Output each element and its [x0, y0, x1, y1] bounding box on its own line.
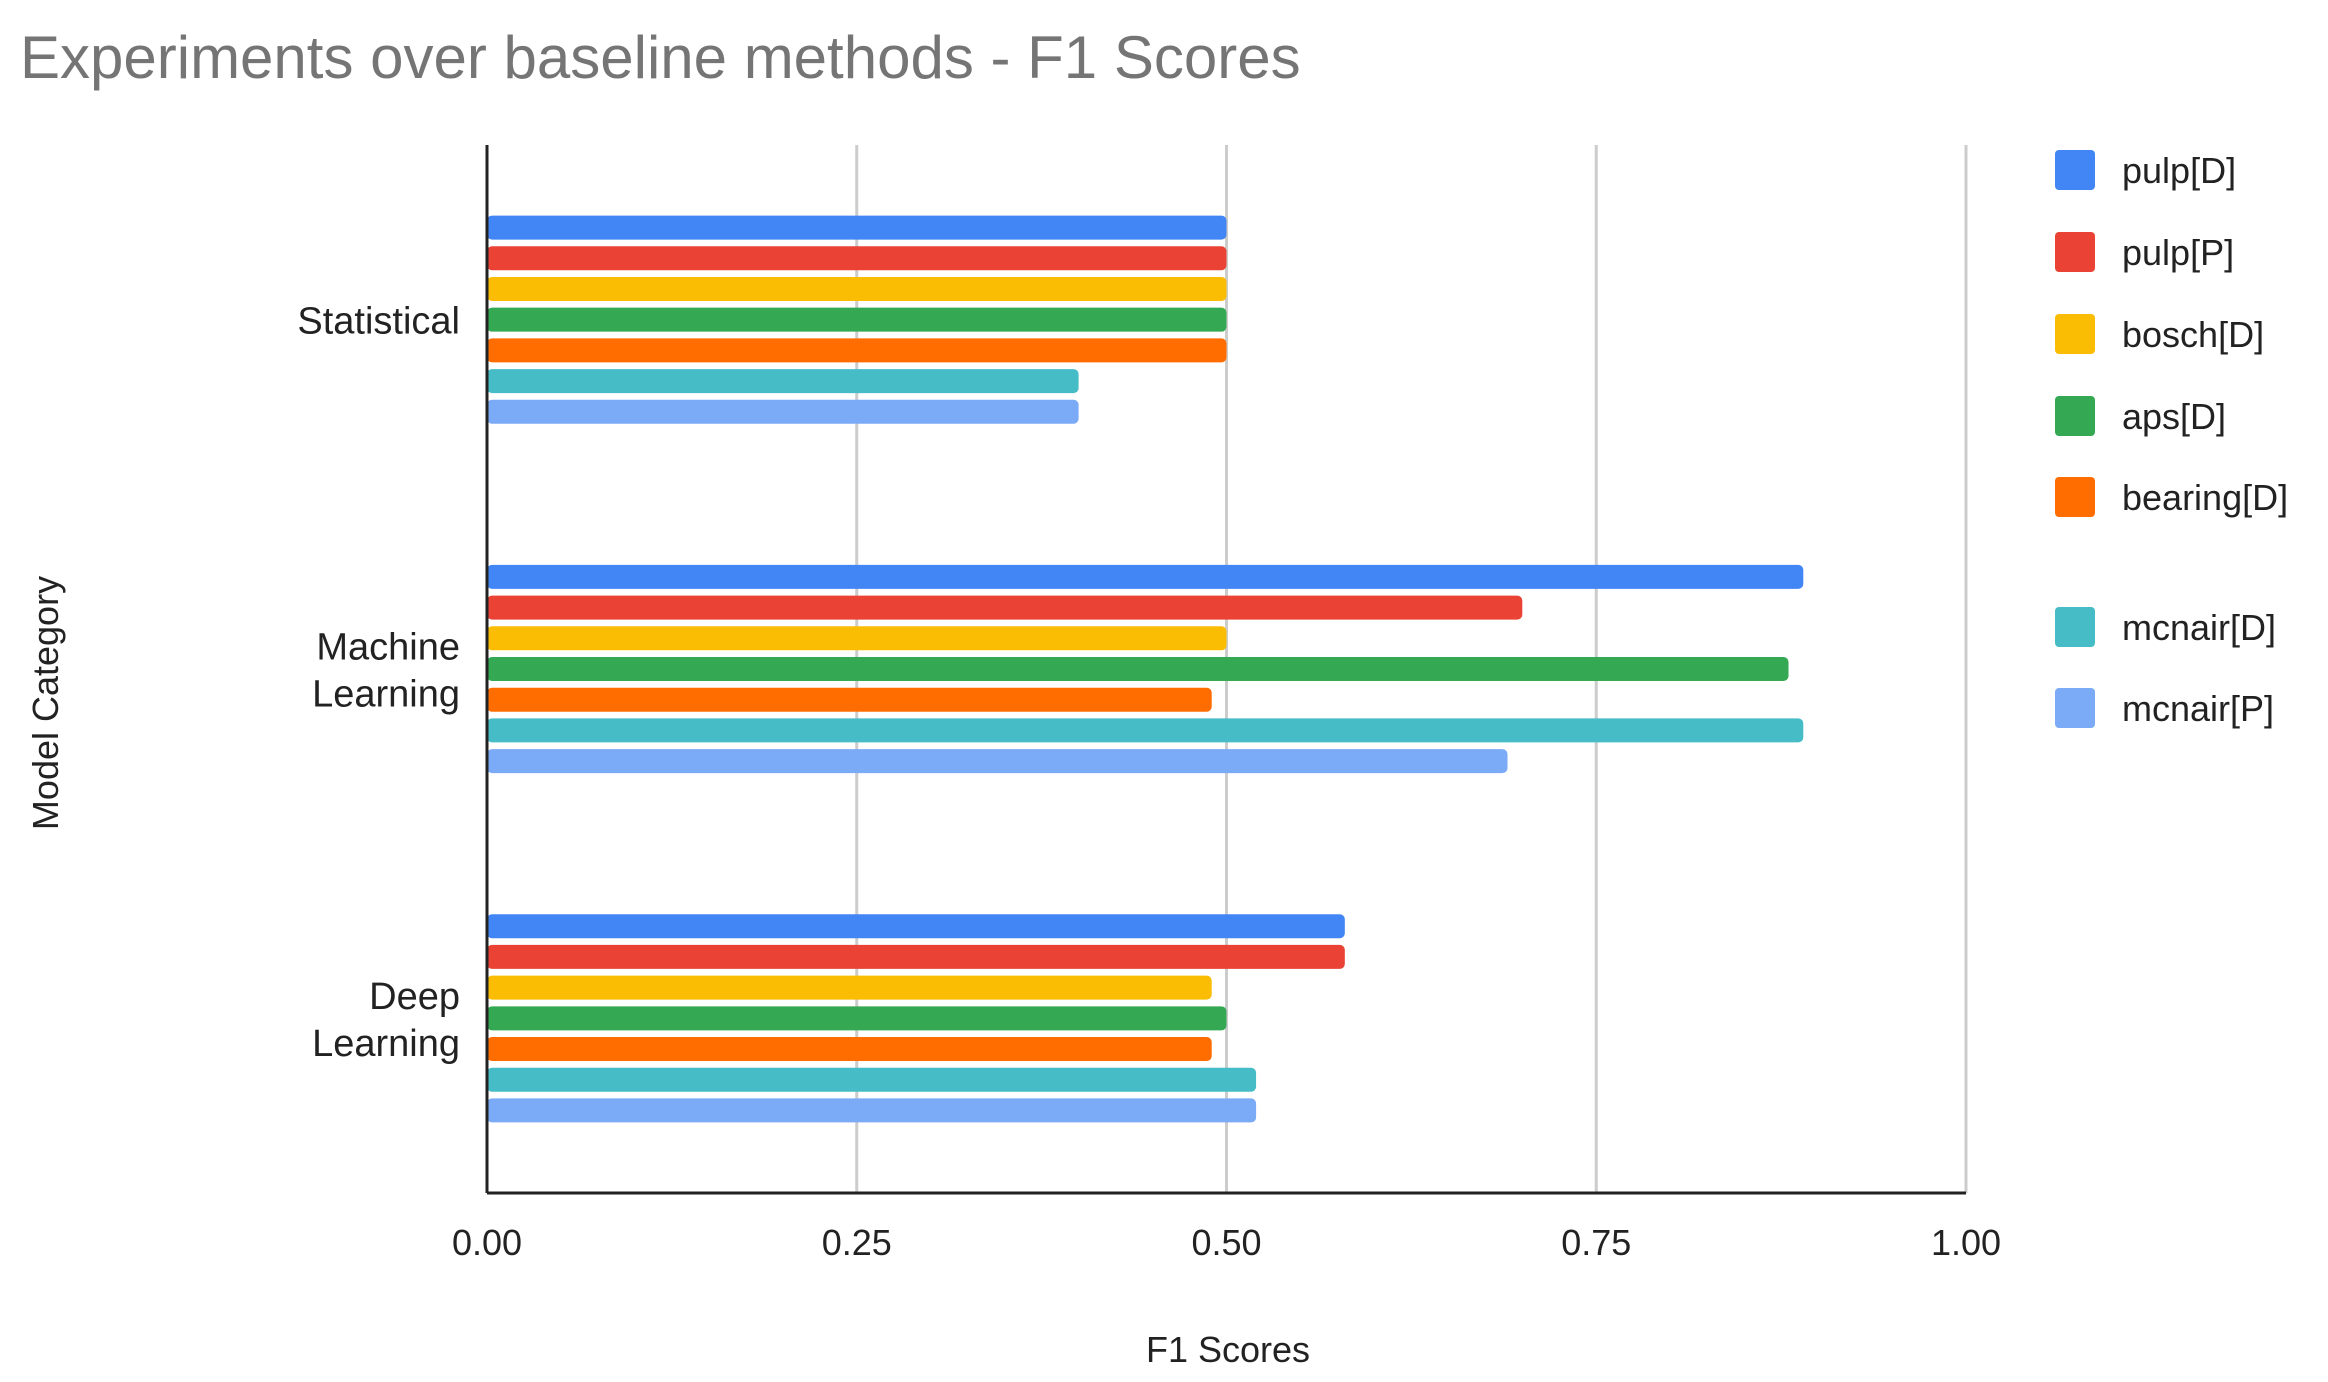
legend-label: aps[D] — [2122, 396, 2226, 437]
bar-boschd-2 — [487, 975, 1212, 1000]
axes — [485, 145, 1966, 1195]
legend-label: pulp[D] — [2122, 150, 2236, 191]
x-tick-label: 0.25 — [822, 1222, 892, 1263]
x-tick-label: 0.00 — [452, 1222, 522, 1263]
bar-pulpd-1 — [487, 564, 1804, 589]
bar-mcnairp-0 — [487, 399, 1079, 424]
bar-bearingd-1 — [487, 687, 1212, 712]
bar-apsd-2 — [487, 1006, 1227, 1031]
legend-swatch — [2055, 477, 2095, 517]
legend-label: mcnair[D] — [2122, 607, 2276, 648]
y-axis-title: Model Category — [25, 576, 66, 830]
bar-apsd-1 — [487, 657, 1789, 681]
bar-pulpp-0 — [487, 246, 1227, 271]
legend-swatch — [2055, 314, 2095, 354]
legend-swatch — [2055, 688, 2095, 728]
x-tick-label: 0.50 — [1191, 1222, 1261, 1263]
bar-mcnairp-1 — [487, 749, 1508, 774]
bar-pulpp-1 — [487, 595, 1523, 620]
bar-pulpd-0 — [487, 215, 1227, 240]
legend-swatch — [2055, 232, 2095, 272]
legend-label: pulp[P] — [2122, 232, 2234, 273]
legend-label: bearing[D] — [2122, 477, 2288, 518]
bar-bearingd-0 — [487, 338, 1227, 363]
bar-bearingd-2 — [487, 1037, 1212, 1062]
legend: pulp[D] pulp[P] bosch[D] aps[D] bearing[D] mc… — [2055, 150, 2288, 729]
bar-mcnaird-2 — [487, 1067, 1257, 1092]
bar-boschd-0 — [487, 276, 1227, 301]
category-labels: Statistical Machine Learning Deep Learning — [297, 301, 460, 1065]
chart-title: Experiments over baseline methods - F1 S… — [20, 24, 1301, 91]
legend-label: mcnair[P] — [2122, 688, 2274, 729]
category-label: Machine — [316, 627, 460, 669]
x-axis-title: F1 Scores — [1146, 1329, 1310, 1370]
x-tick-label: 1.00 — [1931, 1222, 2001, 1263]
category-label: Statistical — [297, 301, 460, 343]
bar-pulpd-2 — [487, 914, 1345, 939]
legend-swatch — [2055, 396, 2095, 436]
category-label: Learning — [312, 1023, 460, 1065]
bar-mcnaird-0 — [487, 369, 1079, 394]
bar-apsd-0 — [487, 307, 1227, 332]
x-tick-label: 0.75 — [1561, 1222, 1631, 1263]
legend-swatch — [2055, 607, 2095, 647]
category-label: Learning — [312, 674, 460, 716]
legend-swatch — [2055, 150, 2095, 190]
bars — [487, 215, 1804, 1123]
legend-label: bosch[D] — [2122, 314, 2264, 355]
bar-mcnaird-1 — [487, 718, 1804, 743]
bar-mcnairp-2 — [487, 1098, 1257, 1123]
bar-pulpp-2 — [487, 944, 1345, 969]
x-tick-labels: 0.00 0.25 0.50 0.75 1.00 — [452, 1222, 2001, 1263]
category-label: Deep — [369, 976, 460, 1018]
bar-boschd-1 — [487, 626, 1227, 651]
